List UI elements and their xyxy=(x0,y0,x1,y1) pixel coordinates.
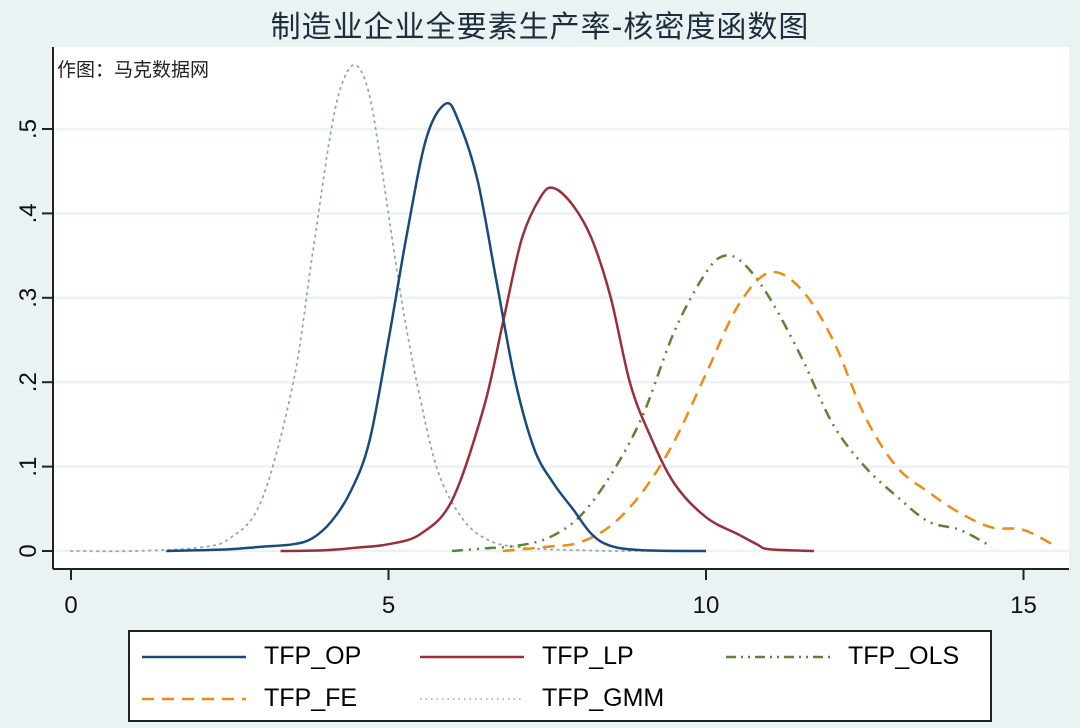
x-tick-label: 0 xyxy=(64,592,77,619)
legend-swatch-dashdot-green-icon xyxy=(726,655,830,658)
y-tick-label: 0 xyxy=(15,544,42,557)
y-tick-label: .1 xyxy=(15,457,42,477)
legend-item-tfp-fe: TFP_FE xyxy=(142,684,357,713)
legend-label: TFP_OP xyxy=(264,642,362,670)
y-axis-ticks: 0 .1 .2 .3 .4 .5 xyxy=(15,119,53,558)
watermark-annotation: 作图：马克数据网 xyxy=(57,59,209,81)
x-tick-label: 15 xyxy=(1010,592,1037,619)
density-curve-tfp-ols xyxy=(451,254,993,553)
y-tick-label: .2 xyxy=(15,372,42,392)
y-tick-label: .3 xyxy=(15,288,42,308)
density-curve-tfp-lp xyxy=(280,186,814,553)
x-tick-label: 10 xyxy=(693,592,720,619)
series-layer xyxy=(70,64,1056,553)
x-axis-ticks: 0 5 10 15 xyxy=(64,569,1037,619)
density-curve-tfp-op xyxy=(166,101,707,553)
legend: TFP_OP TFP_LP TFP_OLS TFP_FE TFP_GMM xyxy=(128,630,992,722)
y-tick-label: .5 xyxy=(15,119,42,139)
legend-swatch-solid-blue-icon xyxy=(142,655,246,658)
plot-background xyxy=(53,47,1069,568)
legend-label: TFP_OLS xyxy=(848,642,960,670)
gridlines xyxy=(54,127,1069,553)
legend-item-tfp-lp: TFP_LP xyxy=(420,642,634,671)
legend-label: TFP_LP xyxy=(542,642,634,670)
legend-swatch-dashed-orange-icon xyxy=(142,697,246,700)
legend-item-tfp-gmm: TFP_GMM xyxy=(420,684,664,713)
y-tick-label: .4 xyxy=(15,203,42,223)
legend-swatch-dotted-gray-icon xyxy=(420,697,524,700)
legend-label: TFP_FE xyxy=(264,684,358,712)
legend-swatch-solid-red-icon xyxy=(420,655,524,658)
plot-area: 0 .1 .2 .3 .4 .5 0 5 10 15 作图：马克数据网 xyxy=(15,47,1069,619)
legend-item-tfp-ols: TFP_OLS xyxy=(726,642,959,671)
x-tick-label: 5 xyxy=(382,592,395,619)
legend-label: TFP_GMM xyxy=(542,684,665,712)
chart-title: 制造业企业全要素生产率-核密度函数图 xyxy=(270,10,810,45)
legend-item-tfp-op: TFP_OP xyxy=(142,642,361,671)
